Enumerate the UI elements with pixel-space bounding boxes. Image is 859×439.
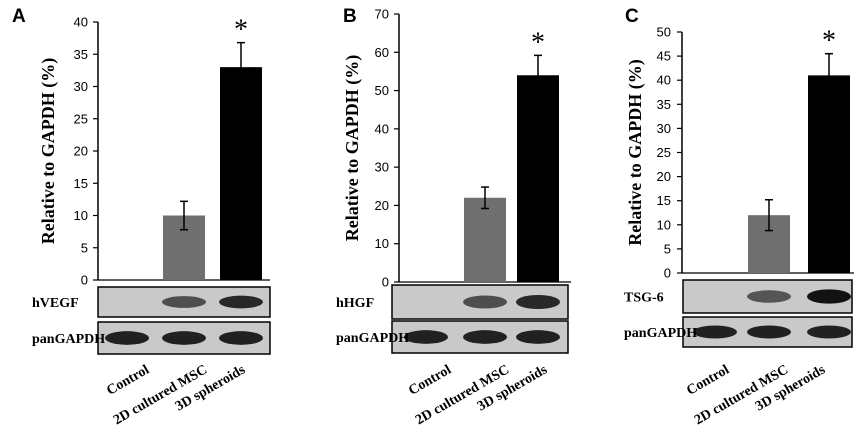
y-tick-label: 20 — [74, 144, 88, 159]
blot-band — [404, 330, 448, 344]
x-category-label: Control — [104, 362, 152, 398]
y-tick-label: 0 — [81, 273, 88, 288]
panel-letter: B — [343, 6, 357, 27]
blot-band — [105, 331, 149, 345]
bar — [517, 75, 559, 282]
y-tick-label: 5 — [664, 241, 671, 256]
panel-c: C 0 5 10 15 20 25 30 35 40 45 50 Relative to GAPDH (… — [624, 6, 854, 428]
bar — [808, 75, 850, 273]
panel-b: B 0 10 20 30 40 50 60 70 Relative to GAPDH (%) * hH… — [336, 6, 571, 428]
significance-marker: * — [531, 27, 545, 58]
y-axis-label: Relative to GAPDH (%) — [38, 58, 59, 244]
y-tick-label: 50 — [657, 25, 671, 40]
blot-strip — [391, 284, 569, 320]
y-tick-label: 5 — [81, 240, 88, 255]
y-tick-label: 20 — [375, 198, 389, 213]
blot-band — [747, 325, 791, 339]
y-tick-label: 60 — [375, 45, 389, 60]
y-tick-label: 20 — [657, 169, 671, 184]
blot-strip — [391, 320, 569, 354]
blot-band — [807, 289, 851, 304]
y-axis-label: Relative to GAPDH (%) — [342, 55, 363, 241]
blot-label: TSG-6 — [624, 291, 664, 306]
blot-band — [463, 330, 507, 344]
blot-label: panGAPDH — [624, 326, 697, 341]
blot-band — [516, 294, 560, 310]
y-tick-label: 25 — [657, 145, 671, 160]
y-tick-label: 40 — [74, 15, 88, 30]
blot-band — [219, 331, 263, 345]
panel-a: A 0 5 10 15 20 25 30 35 40 Relative to GAPDH (%) * h… — [12, 6, 271, 428]
panel-letter: A — [12, 6, 26, 27]
y-tick-label: 10 — [375, 236, 389, 251]
y-tick-label: 15 — [74, 176, 88, 191]
x-category-label: Control — [406, 362, 454, 398]
blot-label: hHGF — [336, 296, 374, 311]
blot-label: hVEGF — [32, 296, 79, 311]
y-tick-label: 15 — [657, 193, 671, 208]
significance-marker: * — [822, 26, 836, 57]
panel-letter: C — [625, 6, 639, 27]
y-tick-label: 10 — [74, 208, 88, 223]
y-tick-label: 30 — [74, 79, 88, 94]
blot-band — [162, 331, 206, 345]
blot-band — [693, 325, 737, 339]
bar — [220, 67, 262, 281]
y-tick-label: 35 — [74, 47, 88, 62]
blot-band — [807, 325, 851, 339]
blot-strip — [682, 279, 853, 314]
blot-strip — [97, 321, 271, 355]
y-tick-label: 50 — [375, 83, 389, 98]
y-tick-label: 40 — [657, 73, 671, 88]
blot-label: panGAPDH — [32, 332, 105, 347]
significance-marker: * — [234, 15, 248, 46]
y-tick-label: 0 — [664, 266, 671, 281]
blot-band — [516, 330, 560, 344]
blot-band — [747, 290, 791, 303]
bar — [464, 197, 506, 282]
y-tick-label: 30 — [375, 160, 389, 175]
y-tick-label: 0 — [382, 275, 389, 290]
y-tick-label: 70 — [375, 7, 389, 22]
y-tick-label: 35 — [657, 97, 671, 112]
y-tick-label: 10 — [657, 217, 671, 232]
x-category-label: Control — [684, 362, 732, 398]
y-axis-label: Relative to GAPDH (%) — [625, 59, 646, 245]
blot-label: panGAPDH — [336, 331, 409, 346]
blot-band — [463, 295, 507, 309]
y-tick-label: 40 — [375, 121, 389, 136]
y-tick-label: 45 — [657, 49, 671, 64]
blot-band — [219, 295, 263, 309]
blot-strip — [97, 286, 271, 318]
blot-band — [162, 296, 206, 308]
y-tick-label: 25 — [74, 111, 88, 126]
y-tick-label: 30 — [657, 121, 671, 136]
blot-strip — [682, 316, 853, 348]
